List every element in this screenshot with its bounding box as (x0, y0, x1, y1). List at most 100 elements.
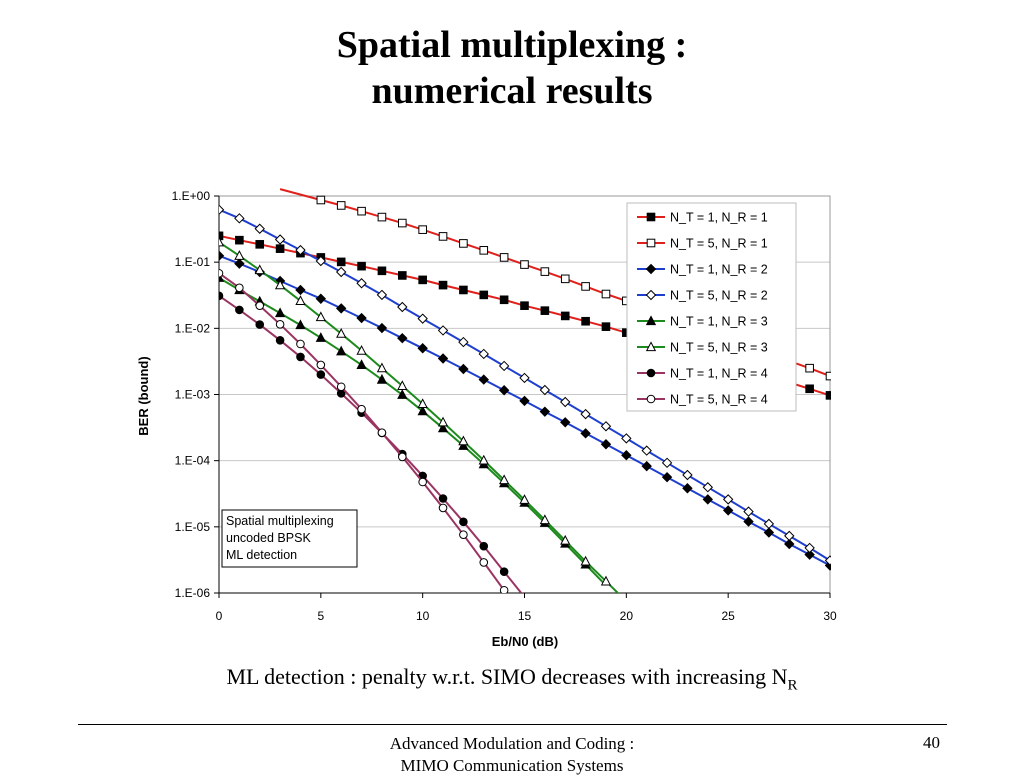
data-point (600, 439, 612, 450)
data-point (580, 555, 591, 566)
data-point (295, 319, 306, 330)
y-tick-label: 1.E-03 (175, 388, 211, 402)
y-tick-label: 1.E-06 (175, 586, 211, 600)
x-tick-label: 5 (317, 609, 324, 623)
data-point (479, 541, 489, 551)
data-point (219, 236, 225, 247)
legend-label: N_T = 5, N_R = 3 (670, 341, 768, 355)
series-line (219, 294, 523, 593)
data-point (336, 382, 346, 392)
data-point (295, 284, 306, 296)
series-8 (219, 268, 509, 593)
data-point (743, 506, 754, 517)
data-point (438, 503, 448, 513)
data-point (356, 278, 367, 289)
data-point (763, 527, 775, 538)
legend-entry: N_T = 5, N_R = 3 (637, 341, 768, 355)
data-point (315, 311, 326, 322)
data-point (274, 279, 286, 290)
data-point (335, 303, 347, 314)
data-point (540, 267, 550, 276)
data-point (437, 325, 449, 336)
data-point (722, 505, 734, 516)
data-point (519, 494, 530, 504)
legend: N_T = 1, N_R = 1 N_T = 5, N_R = 1 N_T = 1,… (626, 202, 797, 412)
data-point (437, 353, 449, 364)
data-point (784, 538, 795, 550)
legend-marker (646, 368, 656, 378)
legend-entry: N_T = 1, N_R = 2 (637, 263, 768, 277)
data-point (540, 306, 550, 315)
data-point (274, 234, 286, 245)
data-point (255, 320, 265, 329)
data-point (437, 416, 449, 427)
x-tick-label: 30 (823, 609, 837, 623)
data-point (357, 261, 366, 271)
data-point (356, 344, 367, 355)
annotation-line: uncoded BPSK (226, 531, 311, 545)
data-point (234, 213, 245, 224)
data-point (581, 282, 590, 291)
data-point (418, 477, 427, 487)
data-point (581, 316, 590, 326)
data-point (560, 417, 571, 428)
data-point (478, 374, 489, 385)
series-4 (219, 204, 831, 566)
data-point (417, 398, 428, 409)
data-point (458, 336, 469, 348)
legend-marker (646, 238, 656, 248)
y-tick-label: 1.E-04 (175, 454, 211, 468)
data-point (560, 534, 571, 545)
data-point (357, 206, 366, 216)
data-point (539, 406, 551, 417)
data-point (398, 452, 407, 462)
data-point (520, 260, 529, 269)
data-point (459, 530, 468, 540)
data-point (397, 332, 408, 344)
data-point (398, 271, 407, 280)
data-point (498, 385, 510, 396)
data-point (315, 332, 326, 342)
data-point (296, 339, 305, 349)
data-point (804, 549, 815, 560)
data-point (661, 471, 673, 483)
data-point (377, 428, 387, 437)
data-point (255, 240, 265, 249)
legend-box (626, 202, 797, 412)
data-point (219, 250, 225, 261)
data-point (398, 218, 407, 228)
data-point (376, 322, 388, 334)
data-point (235, 283, 244, 293)
data-point (316, 370, 326, 379)
data-point (295, 295, 306, 305)
data-point (478, 454, 489, 465)
annotation-line: Spatial multiplexing (226, 514, 334, 528)
legend-marker (646, 212, 656, 222)
legend-marker (646, 394, 656, 404)
axes: 1.E+00 1.E-01 1.E-02 1.E-03 1.E-04 1.E-05 1.E-… (172, 189, 837, 623)
footer-line-1: Advanced Modulation and Coding : (389, 734, 635, 753)
data-point (336, 328, 347, 338)
data-point (601, 289, 611, 299)
legend-marker (645, 289, 657, 301)
y-tick-label: 1.E-02 (175, 321, 211, 335)
data-point (499, 585, 509, 593)
data-point (743, 516, 754, 527)
data-point (316, 360, 326, 370)
data-point (519, 372, 530, 384)
data-point (539, 514, 550, 525)
data-point (336, 345, 347, 356)
data-point (254, 264, 265, 275)
caption-text: ML detection : penalty w.r.t. SIMO decre… (226, 664, 788, 689)
slide-caption: ML detection : penalty w.r.t. SIMO decre… (0, 664, 1024, 694)
slide-title-line-2: numerical results (371, 70, 653, 112)
data-point (356, 359, 367, 370)
annotation-line: ML detection (226, 548, 297, 562)
data-point (825, 391, 831, 400)
data-point (682, 483, 693, 494)
data-point (479, 290, 489, 300)
data-point (315, 293, 327, 304)
data-point (479, 558, 489, 567)
data-point (255, 301, 265, 310)
